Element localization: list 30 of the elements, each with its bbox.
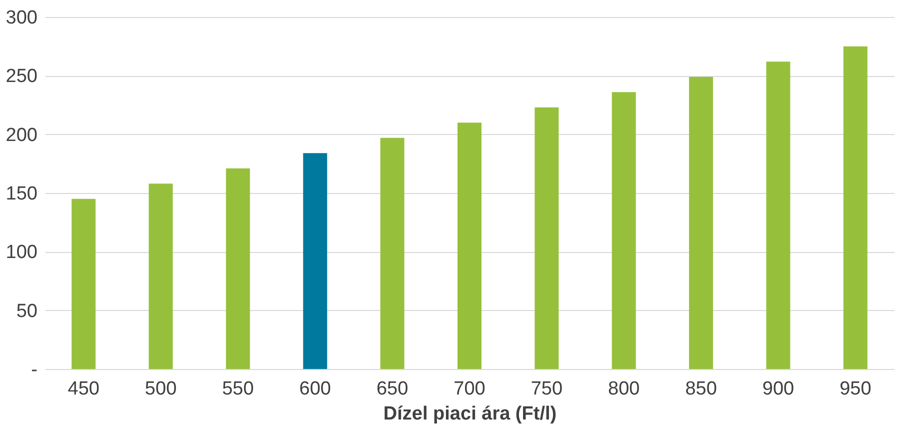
bar	[380, 138, 404, 369]
bar	[226, 168, 250, 369]
bar	[766, 62, 790, 369]
bar	[458, 122, 482, 369]
x-tick-label: 700	[454, 378, 486, 400]
x-tick-label: 550	[222, 378, 254, 400]
y-tick-label: 100	[6, 242, 38, 264]
x-tick-label: 850	[685, 378, 717, 400]
y-tick-label: 200	[6, 124, 38, 146]
y-tick-label: 150	[6, 184, 38, 204]
x-tick-label: 650	[376, 378, 408, 400]
x-tick-label: 950	[840, 378, 872, 400]
bar	[689, 76, 714, 369]
y-tick-label: 250	[6, 66, 38, 88]
x-tick-label: 800	[608, 378, 640, 400]
x-axis-title: Dízel piaci ára (Ft/l)	[383, 404, 557, 424]
x-tick-label: 600	[299, 378, 331, 400]
x-tick-label: 900	[762, 378, 794, 400]
bar	[843, 46, 868, 369]
bar	[72, 198, 96, 369]
y-tick-label: -	[31, 360, 38, 380]
bar	[148, 184, 173, 369]
bar	[612, 92, 636, 369]
bar	[534, 107, 559, 369]
x-tick-label: 450	[68, 378, 100, 400]
y-tick-label: 300	[6, 8, 38, 28]
y-tick-label: 50	[16, 300, 38, 322]
x-tick-label: 500	[144, 378, 177, 400]
x-tick-label: 750	[530, 378, 563, 400]
bar	[303, 153, 328, 369]
